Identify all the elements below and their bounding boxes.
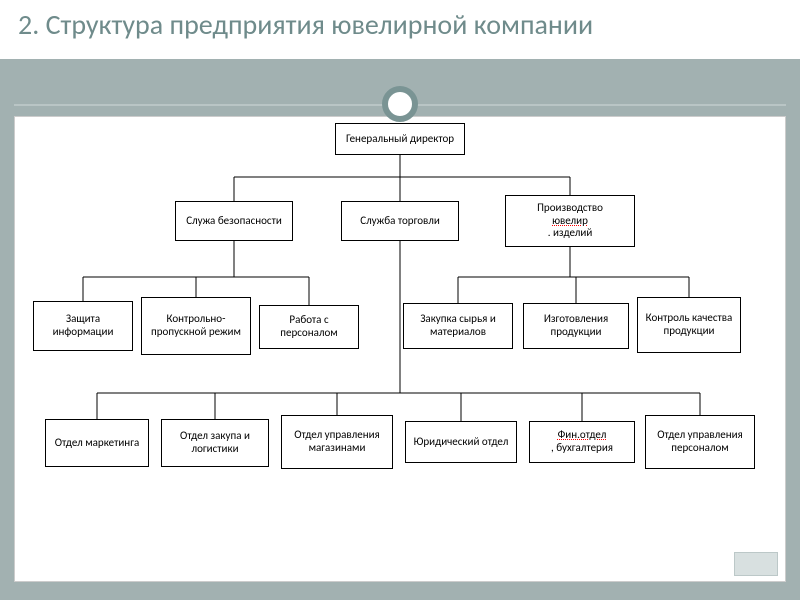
org-node-izg: Изготовления продукции [523,303,629,349]
org-chart: Генеральный директор Служа безопасности Сл… [15,117,785,581]
org-node-mkt: Отдел маркетинга [45,419,149,467]
org-node-mgst: Отдел управления магазинами [281,415,393,469]
org-node-zinfo: Защита информации [33,301,133,351]
org-node-root: Генеральный директор [335,123,465,155]
slide: 2. Структура предприятия ювелирной компа… [0,0,800,600]
decorative-ring-icon [382,86,418,122]
org-node-jur: Юридический отдел [405,421,517,463]
org-node-zak: Закупка сырья и материалов [403,303,513,349]
org-node-hr: Работа с персоналом [259,305,359,349]
title-area: 2. Структура предприятия ювелирной компа… [0,0,800,60]
next-button[interactable] [734,552,778,576]
org-node-fin: Фин.отдел, бухгалтерия [529,421,635,463]
org-node-kpp: Контрольно-пропускной режим [141,297,251,355]
slide-title: 2. Структура предприятия ювелирной компа… [18,10,782,41]
org-node-hrmgmt: Отдел управления персоналом [645,415,755,469]
org-node-trade: Служба торговли [341,201,459,241]
org-node-sec: Служа безопасности [175,201,293,241]
org-node-qc: Контроль качества продукции [637,297,741,353]
org-node-zaklog: Отдел закупа и логистики [161,419,269,467]
content-frame: Генеральный директор Служа безопасности Сл… [14,116,786,582]
org-node-prod: Производство ювелир. изделий [505,195,635,247]
